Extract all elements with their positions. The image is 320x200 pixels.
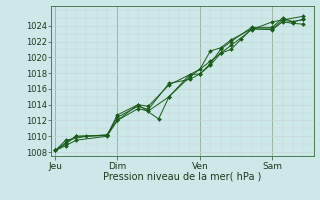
X-axis label: Pression niveau de la mer( hPa ): Pression niveau de la mer( hPa ) [103,172,261,182]
